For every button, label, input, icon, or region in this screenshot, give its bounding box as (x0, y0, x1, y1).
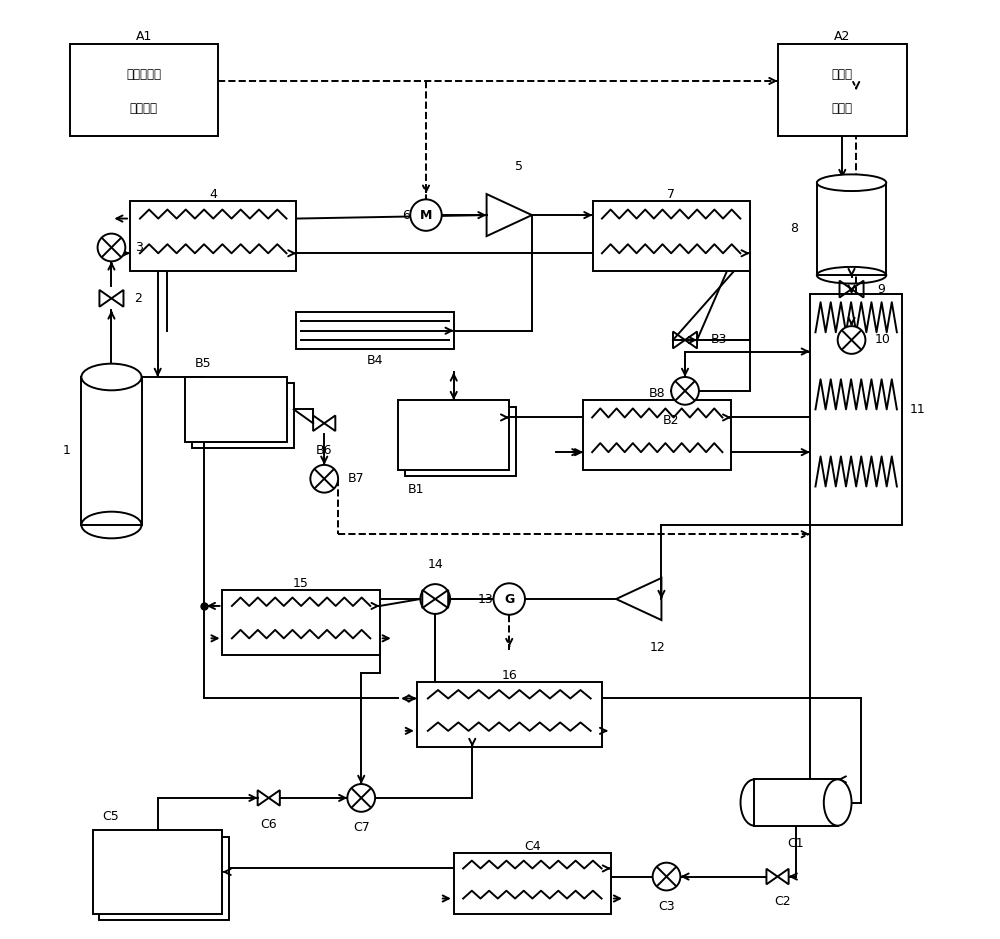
Bar (583, 400, 731, 470)
Circle shape (653, 863, 680, 890)
Text: 9: 9 (877, 283, 885, 296)
Text: 月球基: 月球基 (832, 68, 853, 81)
Text: 太阳能光伏: 太阳能光伏 (126, 68, 161, 81)
Bar (454, 854, 611, 914)
Circle shape (671, 377, 699, 405)
Ellipse shape (741, 779, 768, 825)
Text: 12: 12 (649, 640, 665, 654)
Bar (99, 837, 229, 920)
Text: 7: 7 (667, 188, 675, 201)
Text: 地负荷: 地负荷 (832, 102, 853, 115)
Text: 13: 13 (478, 593, 494, 606)
Bar (296, 313, 454, 349)
Bar (130, 201, 296, 270)
Text: C7: C7 (353, 821, 370, 834)
Text: B3: B3 (711, 333, 727, 346)
Text: 1: 1 (62, 444, 70, 457)
Circle shape (494, 583, 525, 615)
Circle shape (838, 326, 865, 354)
Text: B7: B7 (347, 472, 364, 485)
Text: 3: 3 (135, 241, 142, 254)
Text: 发电装置: 发电装置 (130, 102, 158, 115)
Bar (185, 377, 287, 441)
Bar (81, 377, 142, 525)
Ellipse shape (81, 512, 142, 538)
Text: B1: B1 (407, 484, 424, 497)
Text: C1: C1 (788, 837, 804, 850)
Text: C3: C3 (658, 900, 675, 913)
Ellipse shape (817, 267, 886, 284)
Bar (778, 44, 907, 136)
Bar (405, 407, 516, 476)
Text: 5: 5 (515, 161, 523, 174)
Ellipse shape (824, 779, 852, 825)
Text: 10: 10 (875, 333, 891, 346)
Text: 11: 11 (910, 403, 926, 416)
Text: 4: 4 (209, 188, 217, 201)
Text: C4: C4 (524, 840, 541, 854)
Text: C6: C6 (260, 818, 277, 831)
Bar (417, 683, 602, 747)
Text: B2: B2 (663, 414, 679, 427)
Text: G: G (504, 593, 514, 606)
Bar (70, 44, 218, 136)
Text: C5: C5 (102, 810, 119, 823)
Text: 8: 8 (790, 223, 798, 236)
Bar (93, 830, 222, 914)
Circle shape (98, 234, 125, 261)
Bar (222, 590, 380, 654)
Text: B6: B6 (316, 443, 332, 456)
Text: B4: B4 (367, 354, 383, 367)
Ellipse shape (817, 175, 886, 191)
Text: A1: A1 (136, 30, 152, 43)
Bar (817, 183, 886, 275)
Text: 15: 15 (293, 577, 309, 590)
Bar (398, 400, 509, 470)
Bar (810, 294, 902, 525)
Text: 16: 16 (501, 670, 517, 683)
Circle shape (310, 465, 338, 493)
Bar (593, 201, 750, 270)
Text: M: M (420, 208, 432, 222)
Text: 2: 2 (135, 292, 142, 305)
Circle shape (410, 199, 442, 231)
Text: 14: 14 (427, 559, 443, 571)
Circle shape (347, 784, 375, 812)
Text: B5: B5 (195, 357, 211, 370)
Ellipse shape (81, 363, 142, 391)
Text: A2: A2 (834, 30, 850, 43)
Bar (754, 779, 838, 825)
Text: B8: B8 (649, 387, 666, 400)
Text: C2: C2 (774, 895, 790, 908)
Bar (192, 383, 294, 448)
Text: 6: 6 (402, 208, 410, 222)
